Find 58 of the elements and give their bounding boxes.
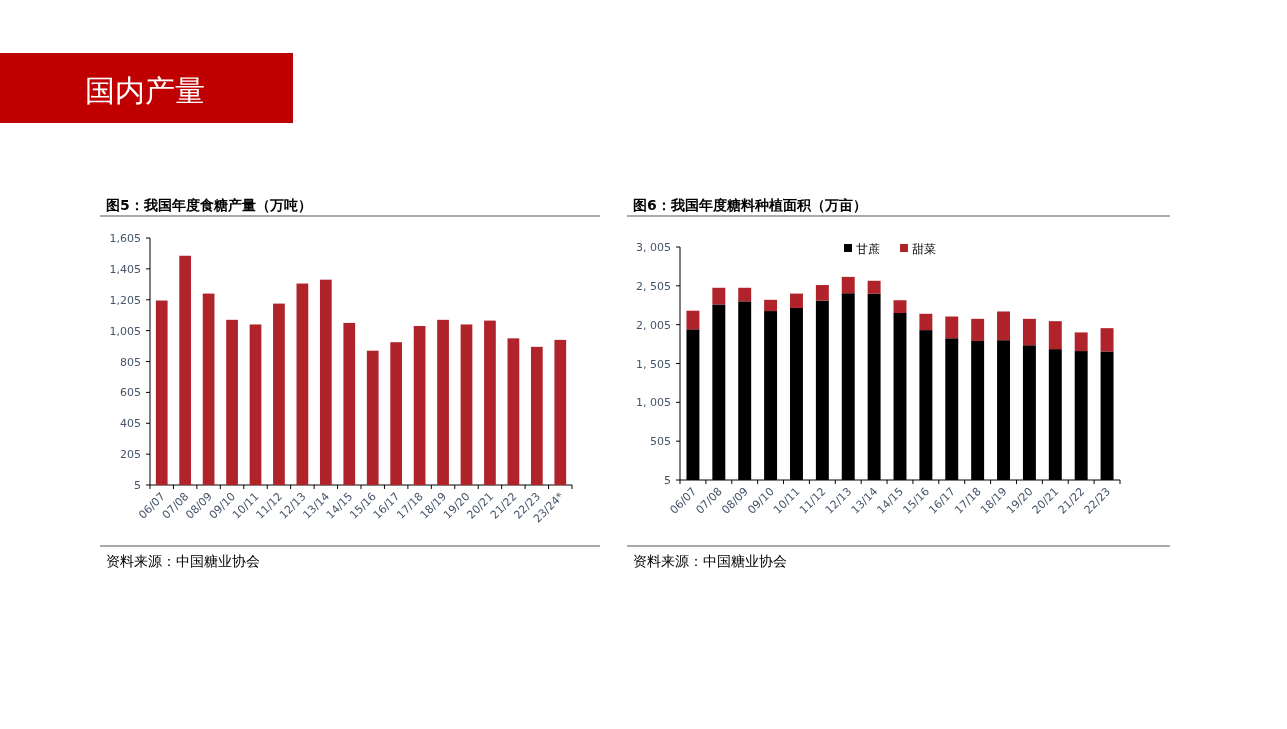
y-tick-label: 1, 505 xyxy=(636,357,671,371)
bar xyxy=(815,285,829,301)
bar xyxy=(273,303,285,485)
y-tick-label: 505 xyxy=(650,435,671,449)
bar xyxy=(1022,318,1036,346)
chart-title: 图6：我国年度糖料种植面积（万亩） xyxy=(633,197,867,213)
bar xyxy=(366,350,379,485)
bar xyxy=(179,255,192,485)
bar xyxy=(1100,328,1114,352)
bar xyxy=(530,346,543,485)
bar xyxy=(790,293,803,308)
bar xyxy=(1048,321,1062,350)
y-tick-label: 1,605 xyxy=(109,232,141,245)
bar xyxy=(226,319,238,485)
y-tick-label: 2, 505 xyxy=(636,279,671,293)
y-tick-label: 5 xyxy=(134,479,141,492)
bar xyxy=(343,322,356,485)
y-tick-label: 1,205 xyxy=(109,293,141,307)
bar xyxy=(249,324,262,485)
y-tick-label: 1,405 xyxy=(109,262,141,276)
bar xyxy=(460,324,473,485)
y-tick-label: 5 xyxy=(664,474,671,487)
bar xyxy=(202,293,215,485)
bar xyxy=(296,283,309,485)
text: 资料来源：中国糖业协会 xyxy=(633,553,787,569)
y-tick-label: 1,005 xyxy=(109,324,141,338)
bar xyxy=(893,300,907,314)
y-tick-label: 2, 005 xyxy=(636,318,671,332)
text: 资料来源：中国糖业协会 xyxy=(106,553,260,569)
bar xyxy=(484,320,496,485)
y-tick-label: 205 xyxy=(120,448,141,462)
bar xyxy=(413,325,426,485)
y-tick-label: 3, 005 xyxy=(636,241,671,254)
bar xyxy=(507,338,520,485)
bar xyxy=(554,339,567,485)
bar xyxy=(764,299,778,312)
bar xyxy=(841,276,855,294)
bar xyxy=(971,318,985,341)
bar xyxy=(686,310,700,330)
y-tick-label: 805 xyxy=(120,355,141,369)
bar xyxy=(919,313,933,331)
bar xyxy=(867,280,881,294)
bar xyxy=(738,287,752,302)
text: 国内产量 xyxy=(85,73,205,108)
bar xyxy=(945,316,959,339)
y-tick-label: 605 xyxy=(120,386,141,400)
bar xyxy=(319,279,332,485)
bar xyxy=(712,287,726,305)
legend-label: 甜菜 xyxy=(912,242,936,256)
bar xyxy=(437,319,449,485)
y-tick-label: 1, 005 xyxy=(636,396,671,410)
bar xyxy=(997,311,1010,341)
chart-title: 图5：我国年度食糖产量（万吨） xyxy=(106,197,312,213)
bar xyxy=(155,300,168,485)
y-tick-label: 405 xyxy=(120,417,141,431)
bar xyxy=(1074,332,1088,352)
bar xyxy=(390,342,403,485)
legend-label: 甘蔗 xyxy=(856,242,880,256)
